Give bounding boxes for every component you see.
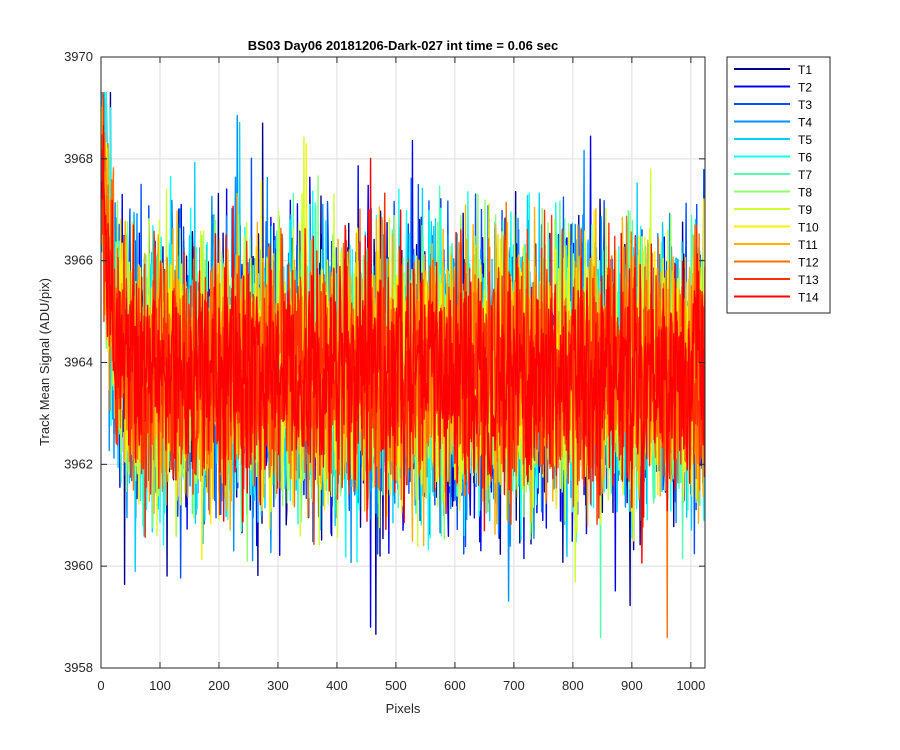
legend-label-t13: T13: [798, 273, 819, 287]
chart-title: BS03 Day06 20181206-Dark-027 int time = …: [248, 38, 558, 53]
x-axis-label: Pixels: [386, 701, 421, 716]
legend-box: [726, 56, 831, 314]
legend-label-t2: T2: [798, 81, 812, 95]
y-tick-label: 3962: [64, 456, 93, 471]
legend-label-t11: T11: [798, 238, 818, 252]
legend-label-t9: T9: [798, 203, 812, 217]
legend-label-t1: T1: [798, 63, 812, 77]
legend-label-t8: T8: [798, 186, 812, 200]
x-tick-label: 900: [621, 678, 643, 693]
x-tick-label: 0: [97, 678, 104, 693]
legend-label-t6: T6: [798, 151, 812, 165]
x-tick-label: 800: [562, 678, 584, 693]
tick-labels: 0 100 200 300 400 500 600 700 800 900 1000 3958 3960…: [64, 49, 705, 693]
x-tick-label: 700: [503, 678, 525, 693]
x-tick-label: 500: [385, 678, 407, 693]
x-tick-label: 1000: [676, 678, 705, 693]
legend-label-t4: T4: [798, 116, 812, 130]
y-tick-label: 3966: [64, 253, 93, 268]
x-tick-label: 600: [444, 678, 466, 693]
ticks: [100, 56, 705, 669]
legend-label-t7: T7: [798, 168, 812, 182]
y-tick-label: 3958: [64, 660, 93, 675]
x-tick-label: 100: [149, 678, 171, 693]
x-tick-label: 400: [326, 678, 348, 693]
legend-label-t10: T10: [798, 221, 819, 235]
y-tick-label: 3960: [64, 558, 93, 573]
series-line-t14: [101, 124, 705, 564]
y-axis-label: Track Mean Signal (ADU/pix): [37, 278, 52, 446]
y-tick-label: 3964: [64, 355, 93, 370]
x-tick-label: 200: [208, 678, 230, 693]
legend: T1 T2 T3 T4 T5 T6 T7 T8 T9 T10 T11 T12 T13 T14: [726, 56, 831, 314]
y-tick-label: 3970: [64, 49, 93, 64]
series-layer: [101, 91, 705, 639]
y-tick-label: 3968: [64, 151, 93, 166]
legend-label-t3: T3: [798, 98, 812, 112]
legend-label-t5: T5: [798, 133, 812, 147]
legend-label-t12: T12: [798, 256, 819, 270]
legend-label-t14: T14: [798, 291, 819, 305]
x-tick-label: 300: [267, 678, 289, 693]
